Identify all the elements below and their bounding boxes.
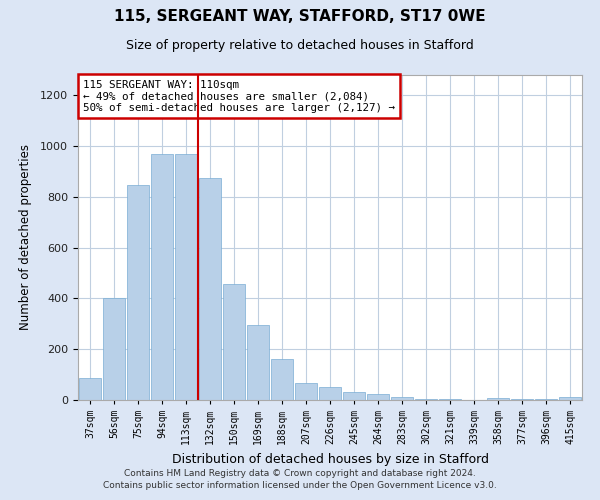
Bar: [391, 396, 413, 400]
Y-axis label: Number of detached properties: Number of detached properties: [19, 144, 32, 330]
Bar: [127, 186, 149, 400]
Bar: [103, 298, 125, 400]
Bar: [175, 154, 197, 400]
Bar: [415, 398, 437, 400]
Bar: [559, 396, 581, 400]
Bar: [151, 154, 173, 400]
Bar: [295, 384, 317, 400]
Bar: [271, 360, 293, 400]
Bar: [223, 284, 245, 400]
Bar: [79, 378, 101, 400]
Text: Contains HM Land Registry data © Crown copyright and database right 2024.
Contai: Contains HM Land Registry data © Crown c…: [103, 468, 497, 490]
Text: 115, SERGEANT WAY, STAFFORD, ST17 0WE: 115, SERGEANT WAY, STAFFORD, ST17 0WE: [114, 9, 486, 24]
Text: Size of property relative to detached houses in Stafford: Size of property relative to detached ho…: [126, 39, 474, 52]
Bar: [199, 178, 221, 400]
Bar: [367, 394, 389, 400]
Bar: [319, 388, 341, 400]
Bar: [247, 325, 269, 400]
Bar: [343, 392, 365, 400]
Text: 115 SERGEANT WAY: 110sqm
← 49% of detached houses are smaller (2,084)
50% of sem: 115 SERGEANT WAY: 110sqm ← 49% of detach…: [83, 80, 395, 113]
X-axis label: Distribution of detached houses by size in Stafford: Distribution of detached houses by size …: [172, 452, 488, 466]
Bar: [487, 398, 509, 400]
